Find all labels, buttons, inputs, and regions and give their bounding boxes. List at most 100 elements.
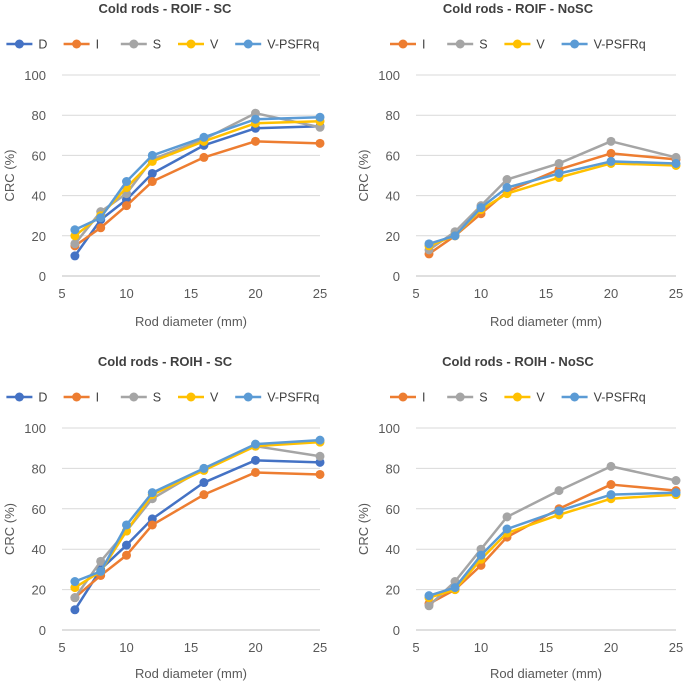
x-tick-label: 25 (313, 286, 327, 301)
data-point (70, 577, 80, 587)
chart-title: Cold rods - ROIF - NoSC (443, 1, 594, 16)
y-axis-label: CRC (%) (2, 150, 17, 202)
data-point (251, 467, 260, 477)
data-point (606, 156, 616, 166)
y-tick-label: 80 (386, 108, 400, 123)
legend-label: I (96, 38, 99, 52)
data-point (96, 556, 106, 566)
data-point (199, 132, 209, 142)
data-point (606, 148, 616, 158)
legend-label: I (422, 38, 425, 52)
y-tick-label: 100 (24, 421, 46, 436)
data-point (450, 231, 460, 241)
series-line (73, 125, 321, 257)
chart-panel-2: Cold rods - ROIF - NoSC I S V V-PSFRq 0 20 40 60… (356, 1, 683, 329)
legend-swatch-marker (186, 39, 196, 49)
x-tick-label: 10 (474, 286, 488, 301)
y-tick-label: 60 (386, 502, 400, 517)
legend-swatch-marker (570, 39, 580, 49)
y-tick-label: 0 (393, 623, 400, 638)
data-point (554, 158, 564, 168)
y-tick-label: 60 (32, 502, 46, 517)
chart-title: Cold rods - ROIH - SC (98, 354, 233, 369)
y-tick-label: 20 (32, 229, 46, 244)
data-point (147, 150, 157, 160)
data-point (96, 213, 106, 223)
data-point (199, 152, 209, 162)
y-tick-label: 40 (32, 189, 46, 204)
data-point (606, 480, 616, 490)
chart-panel-1: Cold rods - ROIF - SC D I S V V-PSFRq 0 20 40 60 8… (2, 1, 327, 329)
legend-label: I (422, 391, 425, 405)
x-tick-label: 20 (604, 640, 618, 655)
data-point (424, 591, 434, 601)
series-s (424, 461, 681, 611)
data-point (424, 239, 434, 249)
x-tick-label: 15 (539, 640, 553, 655)
y-tick-label: 100 (24, 68, 46, 83)
x-tick-label: 25 (313, 640, 327, 655)
y-tick-label: 20 (386, 229, 400, 244)
legend-label: S (479, 38, 487, 52)
legend-label: V (536, 38, 545, 52)
data-point (147, 520, 157, 530)
x-tick-label: 25 (669, 640, 683, 655)
y-tick-label: 0 (393, 269, 400, 284)
data-point (70, 605, 80, 615)
x-tick-label: 20 (248, 640, 262, 655)
data-point (147, 168, 157, 178)
series-line (73, 444, 321, 599)
data-point (70, 239, 80, 249)
data-point (96, 566, 106, 576)
data-point (122, 177, 131, 187)
data-point (315, 435, 325, 445)
legend-swatch-marker (129, 392, 139, 402)
data-point (122, 201, 131, 211)
data-point (476, 550, 486, 560)
series-line (428, 160, 677, 246)
series-v-psfrq (424, 488, 681, 601)
x-axis-label: Rod diameter (mm) (490, 666, 602, 681)
data-point (450, 583, 460, 593)
series-d (70, 455, 325, 615)
series-line (74, 471, 321, 599)
legend-swatch-marker (398, 392, 408, 402)
data-point (122, 550, 131, 560)
legend-label: D (38, 38, 47, 52)
series-i (70, 136, 325, 251)
x-axis-label: Rod diameter (mm) (135, 314, 247, 329)
series-v (424, 490, 681, 603)
legend-swatch-marker (512, 39, 522, 49)
legend: I S V V-PSFRq (390, 38, 646, 52)
data-point (554, 486, 564, 496)
data-point (315, 451, 325, 461)
y-tick-label: 0 (39, 623, 46, 638)
legend-swatch-marker (398, 39, 408, 49)
legend-swatch-marker (243, 392, 253, 402)
data-point (147, 488, 157, 498)
legend-swatch-marker (72, 392, 82, 402)
legend-swatch-marker (14, 39, 24, 49)
series-v-psfrq (70, 435, 325, 587)
data-point (606, 490, 616, 500)
legend-label: S (153, 38, 161, 52)
legend-label: V (536, 391, 545, 405)
legend-swatch-marker (570, 392, 580, 402)
series-line (73, 111, 321, 245)
x-tick-label: 15 (539, 286, 553, 301)
chart-title: Cold rods - ROIH - NoSC (442, 354, 594, 369)
data-point (70, 225, 80, 235)
y-tick-label: 0 (39, 269, 46, 284)
x-tick-label: 5 (58, 640, 65, 655)
legend-swatch-marker (512, 392, 522, 402)
series-i (424, 480, 681, 609)
x-tick-label: 5 (412, 286, 419, 301)
data-point (671, 158, 681, 168)
series-s (70, 108, 325, 249)
data-point (251, 136, 260, 146)
data-point (199, 490, 209, 500)
series-v-psfrq (424, 156, 681, 249)
x-axis-label: Rod diameter (mm) (135, 666, 247, 681)
data-point (315, 138, 325, 148)
